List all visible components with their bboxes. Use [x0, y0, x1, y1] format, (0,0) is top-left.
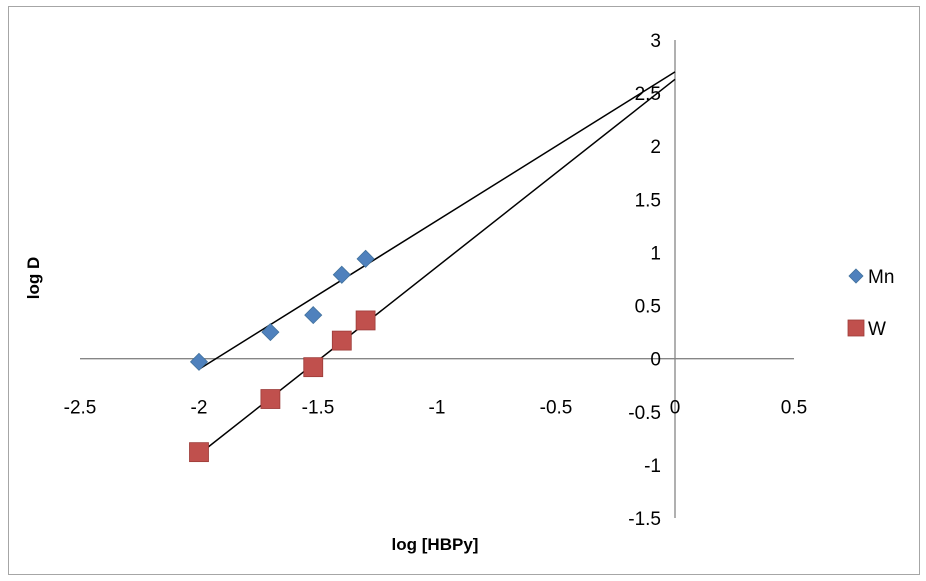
x-tick-label: 0.5	[781, 398, 807, 419]
axes	[80, 40, 794, 518]
x-tick-label: -1	[429, 398, 446, 419]
data-point-w	[331, 330, 352, 351]
data-point-w	[355, 310, 376, 331]
y-tick-label: -1	[644, 456, 661, 477]
y-tick-label: 1.5	[635, 190, 661, 211]
data-point-mn	[356, 249, 375, 268]
y-tick-label: 2.5	[635, 84, 661, 105]
x-tick-label: -2.5	[64, 398, 97, 419]
x-tick-label: -0.5	[540, 398, 573, 419]
y-tick-label: -0.5	[628, 403, 661, 424]
data-point-mn	[332, 265, 351, 284]
legend-marker-mn	[848, 268, 864, 284]
legend-label-w: W	[868, 319, 886, 340]
legend: Mn W	[847, 267, 894, 340]
x-tick-label: -1.5	[302, 398, 335, 419]
y-axis-title: log D	[24, 257, 43, 300]
trendline-mn	[198, 71, 676, 370]
y-tick-label: 1	[650, 243, 661, 264]
x-axis-title: log [HBPy]	[392, 535, 479, 554]
y-tick-label: 0	[650, 350, 661, 371]
chart-frame	[8, 6, 920, 575]
x-tick-label: 0	[670, 398, 681, 419]
y-tick-label: 2	[650, 137, 661, 158]
y-axis-tick-labels: -1.5 -1 -0.5 0 0.5 1 1.5 2 2.5 3	[628, 31, 661, 530]
data-point-mn	[304, 306, 323, 325]
x-axis-tick-labels: -2.5 -2 -1.5 -1 -0.5 0 0.5	[64, 398, 808, 419]
legend-marker-w	[847, 319, 865, 337]
legend-label-mn: Mn	[868, 267, 894, 288]
x-tick-label: -2	[191, 398, 208, 419]
data-point-w	[189, 442, 209, 463]
data-point-mn	[261, 323, 280, 342]
data-point-w	[260, 389, 281, 409]
y-tick-label: -1.5	[628, 509, 661, 530]
data-point-w	[303, 357, 324, 378]
data-point-mn	[189, 352, 209, 371]
data-points	[189, 249, 376, 463]
y-tick-label: 3	[650, 31, 661, 52]
y-tick-label: 0.5	[635, 297, 661, 318]
